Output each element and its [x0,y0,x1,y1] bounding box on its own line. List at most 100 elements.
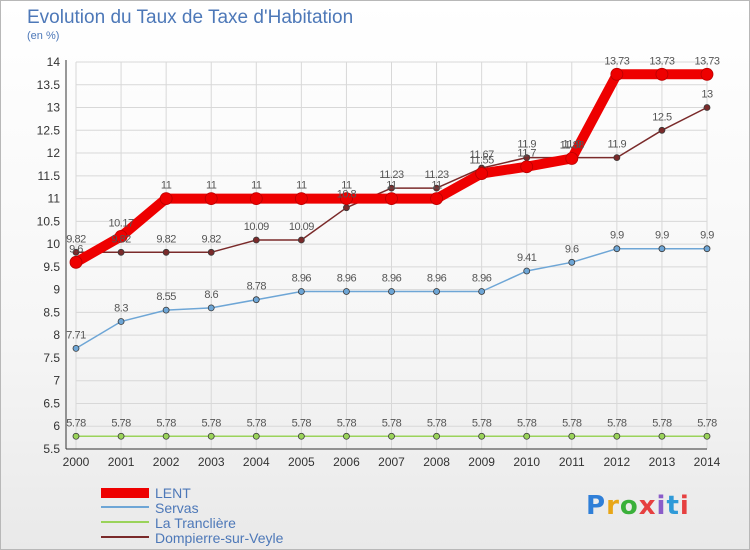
data-label: 5.78 [472,417,492,429]
data-point [703,104,711,111]
data-label: 11 [386,180,397,192]
legend-item-lent: LENT [101,485,381,501]
data-label: 9.6 [69,243,83,255]
data-point [523,267,531,275]
data-point [72,344,80,352]
x-tick-label: 2011 [559,455,585,469]
data-label: 5.78 [66,417,86,429]
data-point [388,432,395,440]
data-label: 5.78 [111,417,131,429]
data-label: 5.78 [607,417,627,429]
y-tick-label: 12 [47,146,61,160]
data-label: 5.78 [337,417,357,429]
x-tick-label: 2007 [378,455,405,469]
data-point [162,432,170,440]
y-tick-label: 13 [47,101,61,115]
data-label: 5.78 [202,417,222,429]
data-point [343,432,350,440]
legend-item-dompierre: Dompierre-sur-Veyle [101,530,381,546]
data-point [117,432,125,440]
data-point [294,192,308,205]
y-tick-label: 8.5 [43,305,60,319]
data-point [613,154,621,162]
data-point [658,245,666,253]
data-label: 11.55 [470,155,495,167]
logo-letter: i [656,491,667,521]
y-tick-label: 8 [53,328,60,342]
data-point [568,258,576,266]
data-point [430,192,443,205]
data-label: 9.9 [655,230,669,242]
legend-swatch-lent [101,488,149,498]
data-point [114,229,128,243]
data-point [252,296,260,304]
data-label: 8.3 [114,303,128,315]
data-point [610,67,624,81]
y-tick-label: 6.5 [43,396,60,410]
data-label: 11 [431,180,442,192]
data-point [297,432,305,440]
data-label: 8.96 [427,272,447,284]
data-label: 9.82 [202,233,222,245]
data-point [478,432,486,440]
y-tick-label: 9 [53,283,60,297]
data-label: 11 [341,180,352,192]
data-label: 5.78 [517,417,537,429]
data-point [162,306,170,314]
data-point [69,255,83,269]
data-point [565,152,579,165]
data-label: 11.67 [470,149,495,161]
data-point [204,192,218,205]
data-label: 5.78 [156,417,176,429]
data-label: 9.41 [517,252,537,264]
legend-item-servas: Servas [101,500,381,516]
data-point [523,432,531,440]
data-label: 11.9 [608,139,627,151]
data-point [297,236,305,244]
data-point [343,204,350,212]
logo-letter: P [586,491,607,521]
data-label: 5.78 [247,417,267,429]
data-point [388,184,395,192]
data-point [297,288,305,295]
data-label: 12.5 [652,111,672,123]
data-point [613,245,621,253]
y-tick-label: 12.5 [37,123,61,137]
data-label: 11 [296,180,307,192]
y-tick-label: 11.5 [38,169,61,183]
y-tick-label: 7 [53,374,60,388]
x-tick-label: 2003 [198,455,225,469]
data-label: 13.73 [649,55,674,67]
data-point [700,67,714,81]
data-point [433,184,440,192]
chart-unit-label: (en %) [27,30,60,42]
legend-label-dompierre: Dompierre-sur-Veyle [155,530,284,546]
data-label: 10.09 [244,221,269,233]
data-label: 11 [206,180,217,192]
data-point [340,192,353,205]
x-tick-label: 2009 [468,455,495,469]
data-point [478,288,486,295]
y-tick-label: 7.5 [43,351,60,365]
legend-swatch-dompierre [101,536,149,538]
data-label: 9.82 [111,233,131,245]
data-label: 9.6 [565,243,579,255]
data-label: 8.96 [472,272,492,284]
legend-item-la-tranclière: La Tranclière [101,515,381,531]
x-tick-label: 2010 [513,455,540,469]
data-point [703,245,711,253]
logo-letter: r [606,491,620,521]
data-label: 5.78 [382,417,402,429]
legend-label-lent: LENT [155,485,191,501]
x-tick-label: 2000 [63,455,90,469]
data-label: 13.73 [694,55,719,67]
y-tick-label: 10 [47,237,61,251]
data-label: 11 [161,180,172,192]
data-point [613,432,621,440]
data-label: 11.7 [517,148,536,160]
data-label: 8.6 [204,289,218,301]
y-tick-label: 11 [48,192,61,206]
y-tick-label: 13.5 [37,78,61,92]
data-label: 13.73 [604,55,629,67]
